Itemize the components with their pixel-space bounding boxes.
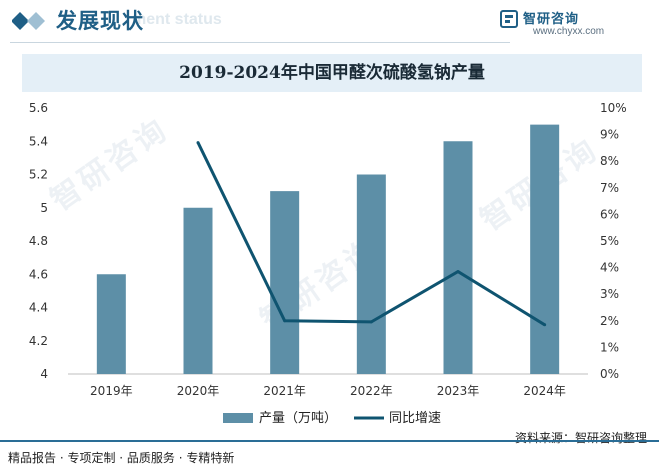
page-title: 发展现状: [56, 9, 144, 33]
diamond-icon: [12, 12, 45, 30]
x-tick-label: 2022年: [350, 384, 393, 398]
header-subtitle: ment status: [132, 11, 222, 28]
y-right-tick-label: 1%: [600, 340, 619, 354]
bar-2022年: [356, 174, 386, 374]
brand-logo-icon: [500, 10, 518, 28]
x-tick-label: 2023年: [437, 384, 480, 398]
y-right-tick-label: 6%: [600, 207, 619, 221]
header: ment status 发展现状 智研咨询 www.chyxx.com: [0, 0, 659, 44]
y-left-tick-label: 5.6: [29, 101, 48, 115]
y-right-tick-label: 2%: [600, 314, 619, 328]
y-right-tick-label: 3%: [600, 287, 619, 301]
bar-2021年: [270, 191, 300, 374]
footer-divider: [0, 440, 659, 442]
bar-2019年: [96, 274, 126, 374]
y-left-tick-label: 5: [40, 201, 48, 215]
brand-url: www.chyxx.com: [533, 26, 605, 37]
growth-point: [283, 319, 287, 323]
bar-2024年: [530, 124, 560, 374]
x-tick-label: 2021年: [263, 384, 306, 398]
chart: 4 4.2 4.4 4.6 4.8 5 5.2 5.4 5.6 0% 1% 2% 3% 4% 5% 6% 7% 8…: [29, 101, 627, 426]
growth-point: [196, 141, 200, 145]
source-note: 资料来源：智研咨询整理: [514, 431, 647, 445]
brand-name: 智研咨询: [523, 12, 580, 27]
y-left-tick-label: 4: [40, 367, 48, 381]
y-right-tick-label: 10%: [600, 101, 627, 115]
x-tick-label: 2019年: [90, 384, 133, 398]
y-right-tick-label: 9%: [600, 128, 619, 142]
chart-title: 2019-2024年中国甲醛次硫酸氢钠产量: [179, 63, 485, 83]
y-left-tick-label: 4.6: [29, 267, 48, 281]
y-right-tick-label: 8%: [600, 154, 619, 168]
y-left-tick-label: 5.4: [29, 134, 48, 148]
y-left-tick-label: 4.4: [29, 301, 48, 315]
brand: 智研咨询 www.chyxx.com: [485, 7, 645, 41]
legend-swatch-bar: [223, 413, 253, 423]
header-divider: [10, 42, 510, 43]
y-left-tick-label: 5.2: [29, 168, 48, 182]
chart-title-band: 2019-2024年中国甲醛次硫酸氢钠产量: [22, 54, 642, 92]
x-tick-label: 2024年: [523, 384, 566, 398]
y-right-tick-label: 4%: [600, 261, 619, 275]
bar-2020年: [183, 207, 213, 374]
growth-point: [369, 320, 373, 324]
y-left-tick-label: 4.8: [29, 234, 48, 248]
x-tick-label: 2020年: [177, 384, 220, 398]
growth-point: [456, 270, 460, 274]
y-right-tick-label: 7%: [600, 181, 619, 195]
bar-2023年: [443, 141, 473, 374]
growth-point: [543, 323, 547, 327]
y-left-tick-label: 4.2: [29, 334, 48, 348]
footer-tagline: 精品报告 · 专项定制 · 品质服务 · 专精特新: [8, 451, 235, 465]
y-right-tick-label: 0%: [600, 367, 619, 381]
y-right-tick-label: 5%: [600, 234, 619, 248]
legend-label-line: 同比增速: [389, 411, 441, 426]
legend-label-bar: 产量（万吨）: [259, 411, 337, 426]
